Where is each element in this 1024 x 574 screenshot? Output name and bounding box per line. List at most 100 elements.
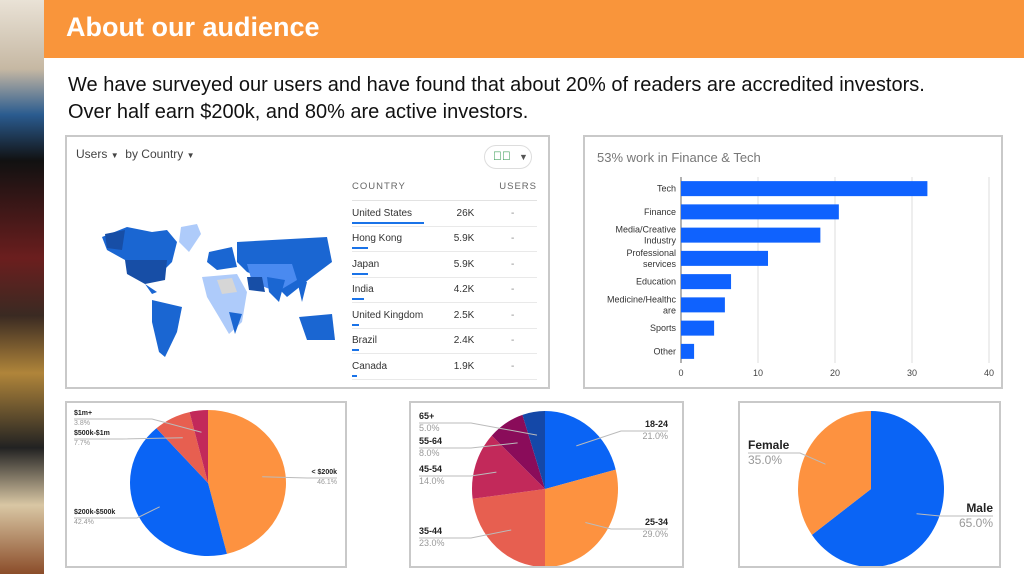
category-label: Finance (644, 207, 676, 217)
slice-percent: 21.0% (642, 431, 668, 441)
pie-slice (522, 411, 545, 489)
slice-label: 18-24 (645, 419, 668, 429)
country-row[interactable]: India 4.2K - (352, 277, 537, 303)
country-row[interactable]: Hong Kong 5.9K - (352, 226, 537, 252)
slice-label: $500k-$1m (74, 430, 110, 437)
column-header-country: COUNTRY (352, 181, 444, 201)
slice-percent: 46.1% (317, 479, 337, 486)
income-pie-card: < $200k 46.1% $200k-$500k 42.4% $500k-$1m 7.7… (65, 401, 347, 568)
slice-percent: 3.8% (74, 420, 90, 427)
x-tick-label: 40 (984, 368, 994, 378)
leader-line (74, 506, 160, 519)
change-value: - (488, 200, 537, 227)
country-row[interactable]: Japan 5.9K - (352, 251, 537, 278)
leader-line (576, 430, 668, 447)
caret-down-icon: ▼ (110, 151, 119, 160)
users-share-bar (352, 247, 369, 249)
category-label: services (643, 259, 677, 269)
industry-bar-chart-card: 53% work in Finance & Tech 0 10 20 30 40 Tech… (583, 135, 1003, 389)
check-circle-icon: ✓⃝ (493, 149, 511, 163)
age-pie-card: 18-24 21.0% 25-34 29.0% 35-44 23.0% 45-54 14.0%… (409, 401, 684, 568)
country-name: India (352, 277, 444, 303)
leader-line (74, 437, 183, 440)
dimension-label[interactable]: by Country (125, 147, 184, 161)
pie-slice (130, 428, 227, 556)
users-share-bar (352, 323, 359, 326)
country-row[interactable]: Brazil 2.4K - (352, 328, 537, 354)
bar (681, 274, 732, 290)
category-label: Other (653, 346, 676, 356)
slice-percent: 42.4% (74, 519, 94, 526)
bar (681, 250, 769, 266)
users-value: 1.9K (443, 353, 489, 380)
pie-slice (472, 435, 545, 499)
column-header-users: USERS (488, 181, 537, 201)
intro-line-1: We have surveyed our users and have foun… (68, 74, 925, 96)
pie-slice (208, 410, 286, 554)
bar (681, 227, 821, 243)
country-name: Canada (352, 353, 444, 380)
x-tick-label: 30 (907, 368, 917, 378)
slice-percent: 8.0% (419, 448, 440, 458)
caret-down-icon: ▼ (186, 151, 195, 160)
country-row[interactable]: United States 26K - (352, 200, 537, 227)
slice-percent: 65.0% (959, 516, 993, 530)
leader-line (419, 471, 497, 477)
users-share-bar (352, 374, 358, 377)
category-label: Professional (626, 248, 676, 258)
country-row[interactable]: Canada 1.9K - (352, 353, 537, 380)
slice-label: 45-54 (419, 464, 442, 474)
pie-slice (472, 489, 545, 567)
country-row[interactable]: United Kingdom 2.5K - (352, 302, 537, 329)
pie-slice (545, 411, 616, 489)
category-label: Medicine/Healthc (607, 294, 677, 304)
change-value: - (488, 328, 537, 354)
slice-percent: 5.0% (419, 423, 440, 433)
change-value: - (488, 277, 537, 303)
users-value: 5.9K (443, 226, 489, 252)
users-value: 4.2K (443, 277, 489, 303)
slice-label: Male (966, 501, 993, 515)
world-map (102, 224, 335, 357)
users-value: 2.5K (443, 302, 489, 329)
slice-label: 25-34 (645, 517, 668, 527)
decorative-collage-strip (0, 0, 44, 574)
x-tick-label: 0 (678, 368, 683, 378)
industry-bar-chart: 0 10 20 30 40 Tech Finance Media/CreativeIndust… (607, 177, 994, 378)
country-name: Brazil (352, 328, 444, 354)
category-label: Sports (650, 323, 677, 333)
leader-line (419, 442, 518, 449)
chart-title: 53% work in Finance & Tech (597, 150, 761, 165)
users-share-bar (352, 349, 359, 351)
slice-label: $1m+ (74, 410, 92, 417)
pie-slice (156, 412, 208, 483)
change-value: - (488, 226, 537, 252)
age-pie-chart: 18-24 21.0% 25-34 29.0% 35-44 23.0% 45-54 14.0%… (419, 411, 668, 567)
pie-slice (189, 410, 208, 483)
bar (681, 343, 695, 359)
country-name: Hong Kong (352, 226, 444, 252)
pie-slice (798, 411, 871, 535)
x-tick-label: 20 (830, 368, 840, 378)
slice-percent: 29.0% (642, 529, 668, 539)
users-by-country-card: Users ▼ by Country ▼ ✓⃝ ▼ COUNTRY USERS U… (65, 135, 550, 389)
change-value: - (488, 353, 537, 380)
bar (681, 320, 715, 336)
category-label: Education (636, 277, 676, 287)
metric-selector[interactable]: Users ▼ by Country ▼ (76, 147, 195, 161)
intro-line-2: Over half earn $200k, and 80% are active… (68, 101, 529, 123)
category-label: Industry (644, 236, 677, 246)
users-share-bar (352, 272, 369, 275)
page-title: About our audience (66, 12, 320, 42)
slice-label: 65+ (419, 411, 434, 421)
leader-line (585, 521, 668, 530)
leader-line (748, 452, 826, 465)
slice-percent: 35.0% (748, 453, 782, 467)
pie-slice (811, 411, 944, 567)
pie-slice (545, 469, 618, 567)
compare-button[interactable]: ✓⃝ ▼ (484, 145, 532, 169)
gender-pie-card: Male 65.0% Female 35.0% (738, 401, 1001, 568)
slice-percent: 14.0% (419, 476, 445, 486)
leader-line (419, 422, 538, 436)
